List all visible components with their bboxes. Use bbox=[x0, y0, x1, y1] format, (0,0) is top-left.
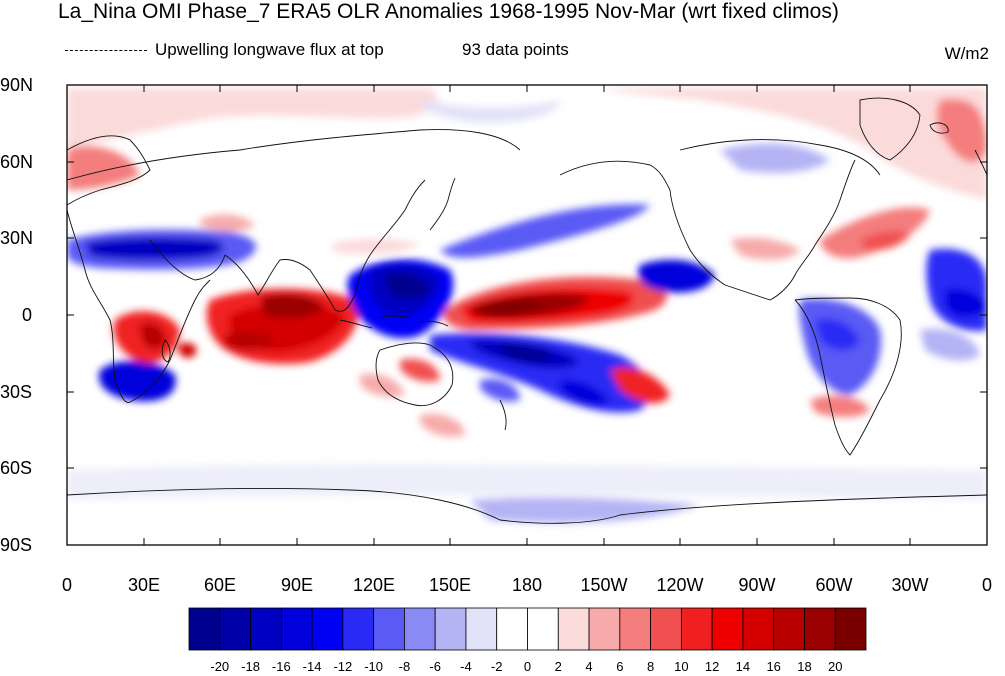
colorbar-label: -12 bbox=[333, 659, 353, 674]
x-tick-label: 30E bbox=[127, 575, 161, 595]
colorbar-swatch bbox=[742, 607, 775, 651]
colorbar-label: 4 bbox=[585, 659, 593, 674]
colorbar-label: -14 bbox=[302, 659, 322, 674]
colorbar-label: -4 bbox=[460, 659, 472, 674]
colorbar-swatch bbox=[496, 607, 528, 651]
y-tick-label: 0 bbox=[22, 305, 33, 325]
colorbar-swatch bbox=[804, 607, 836, 651]
x-tick-label: 90W bbox=[738, 575, 776, 595]
colorbar-label: 10 bbox=[674, 659, 689, 674]
colorbar-swatch bbox=[680, 607, 713, 651]
colorbar-label: -6 bbox=[429, 659, 441, 674]
colorbar-swatch bbox=[465, 607, 498, 651]
colorbar-label: -16 bbox=[271, 659, 291, 674]
colorbar bbox=[188, 607, 867, 651]
x-tick-label: 30W bbox=[891, 575, 929, 595]
colorbar-swatch bbox=[588, 607, 621, 651]
field-description: Upwelling longwave flux at top bbox=[155, 40, 384, 59]
y-tick-label: 30S bbox=[0, 382, 33, 402]
colorbar-swatch bbox=[404, 607, 436, 651]
colorbar-label: -20 bbox=[210, 659, 230, 674]
x-tick-label: 150W bbox=[580, 575, 628, 595]
colorbar-swatch bbox=[219, 607, 251, 651]
colorbar-label: -8 bbox=[398, 659, 411, 674]
x-tick-label: 60E bbox=[203, 575, 237, 595]
colorbar-label: 2 bbox=[554, 659, 562, 674]
data-point-count: 93 data points bbox=[462, 40, 569, 59]
colorbar-swatch bbox=[311, 607, 344, 651]
colorbar-swatch bbox=[342, 607, 375, 651]
x-tick-label: 0 bbox=[981, 575, 993, 595]
colorbar-label: 20 bbox=[827, 659, 843, 674]
colorbar-label: -10 bbox=[364, 659, 384, 674]
y-tick-label: 90N bbox=[0, 75, 34, 95]
colorbar-swatch bbox=[280, 607, 313, 651]
y-tick-label: 60N bbox=[0, 152, 34, 172]
colorbar-label: 6 bbox=[616, 659, 624, 674]
axis-ticks bbox=[66, 84, 988, 546]
colorbar-swatch bbox=[373, 607, 405, 651]
colorbar-label: 18 bbox=[797, 659, 812, 674]
colorbar-swatch bbox=[527, 607, 559, 651]
colorbar-swatch bbox=[834, 607, 867, 651]
colorbar-swatch bbox=[619, 607, 651, 651]
colorbar-swatch bbox=[557, 607, 590, 651]
x-tick-label: 150E bbox=[428, 575, 472, 595]
coastlines bbox=[67, 97, 987, 524]
x-tick-label: 120W bbox=[656, 575, 704, 595]
x-tick-label: 0 bbox=[61, 575, 73, 595]
colorbar-swatch bbox=[434, 607, 467, 651]
colorbar-label: 8 bbox=[646, 659, 655, 674]
x-tick-label: 90E bbox=[280, 575, 314, 595]
y-tick-label: 30N bbox=[0, 228, 34, 248]
colorbar-swatch bbox=[711, 607, 744, 651]
x-tick-label: 120E bbox=[352, 575, 396, 595]
plot-title: La_Nina OMI Phase_7 ERA5 OLR Anomalies 1… bbox=[58, 0, 839, 23]
dashed-legend-line bbox=[65, 50, 147, 51]
colorbar-label: 12 bbox=[704, 659, 720, 674]
colorbar-label: -18 bbox=[241, 659, 260, 674]
x-tick-label: 60W bbox=[815, 575, 853, 595]
x-tick-label: 180 bbox=[511, 575, 543, 595]
colorbar-label: 14 bbox=[735, 659, 751, 674]
y-tick-label: 90S bbox=[0, 535, 33, 555]
anomaly-field bbox=[67, 85, 987, 545]
colorbar-swatch bbox=[773, 607, 805, 651]
colorbar-label: 0 bbox=[523, 659, 532, 674]
colorbar-swatch bbox=[188, 607, 221, 651]
colorbar-label: -2 bbox=[490, 659, 503, 674]
colorbar-swatch bbox=[250, 607, 282, 651]
units-label: W/m2 bbox=[944, 44, 989, 63]
y-tick-label: 60S bbox=[0, 458, 33, 478]
colorbar-swatch bbox=[650, 607, 682, 651]
colorbar-label: 16 bbox=[766, 659, 781, 674]
